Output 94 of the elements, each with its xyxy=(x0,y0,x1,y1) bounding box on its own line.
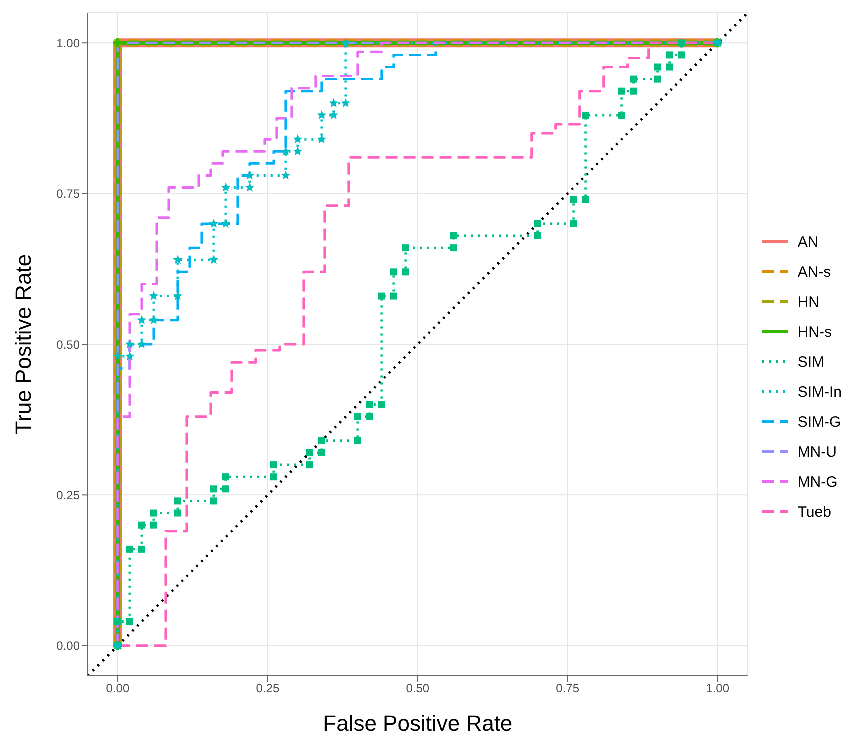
point xyxy=(113,352,123,361)
point xyxy=(281,146,291,156)
point xyxy=(210,486,218,493)
point xyxy=(173,255,183,264)
x-tick-label: 0.50 xyxy=(406,682,430,696)
legend-label: SIM xyxy=(798,354,824,370)
point xyxy=(678,40,686,47)
point xyxy=(582,112,590,119)
point xyxy=(149,315,159,324)
point xyxy=(137,315,147,324)
point xyxy=(318,437,326,444)
point xyxy=(329,98,339,108)
legend-label: HN xyxy=(798,294,820,310)
legend-label: AN xyxy=(798,234,819,250)
point xyxy=(534,220,542,228)
legend-label: MN-G xyxy=(798,474,838,490)
point xyxy=(293,146,303,156)
point xyxy=(222,474,230,481)
y-tick-label: 1.00 xyxy=(56,36,80,50)
point xyxy=(137,340,147,349)
point xyxy=(293,134,303,144)
point xyxy=(390,268,398,276)
point xyxy=(318,449,326,456)
point xyxy=(222,486,230,493)
legend-label: Tueb xyxy=(798,504,832,520)
point xyxy=(306,462,314,469)
point xyxy=(630,88,638,95)
point xyxy=(270,474,278,481)
point xyxy=(245,182,255,192)
point xyxy=(125,340,135,349)
point xyxy=(114,618,122,626)
point xyxy=(150,522,158,529)
point xyxy=(341,98,351,108)
point xyxy=(329,110,339,120)
point xyxy=(270,462,278,469)
point xyxy=(450,232,458,240)
point xyxy=(210,498,218,505)
point xyxy=(221,218,231,228)
point xyxy=(126,618,134,626)
point xyxy=(390,292,398,300)
point xyxy=(317,134,327,144)
point xyxy=(654,64,662,71)
y-tick-label: 0.00 xyxy=(56,639,80,654)
point xyxy=(126,546,134,553)
point xyxy=(618,112,626,119)
point xyxy=(570,220,578,228)
point xyxy=(221,182,231,192)
point xyxy=(630,76,638,83)
point xyxy=(341,38,351,48)
y-tick-label: 0.75 xyxy=(56,187,80,202)
point xyxy=(570,196,578,204)
point xyxy=(209,218,219,228)
point xyxy=(173,291,183,300)
legend-label: MN-U xyxy=(798,444,837,460)
point xyxy=(666,52,674,59)
x-tick-label: 0.25 xyxy=(256,682,280,696)
y-tick-label: 0.50 xyxy=(56,338,80,352)
y-axis-title: True Positive Rate xyxy=(10,254,36,435)
y-tick-label: 0.25 xyxy=(56,488,80,502)
point xyxy=(366,413,374,420)
point xyxy=(378,292,386,300)
point xyxy=(366,401,374,408)
point xyxy=(582,196,590,204)
point xyxy=(125,352,135,361)
legend-label: SIM-G xyxy=(798,414,842,430)
legend-label: SIM-In xyxy=(798,384,842,400)
point xyxy=(138,522,146,529)
point xyxy=(654,76,662,83)
point xyxy=(402,244,410,252)
point xyxy=(245,170,255,180)
point xyxy=(678,52,686,59)
point xyxy=(149,291,159,300)
point xyxy=(150,510,158,517)
x-tick-label: 0.00 xyxy=(106,682,130,696)
point xyxy=(378,401,386,408)
x-tick-label: 1.00 xyxy=(706,682,730,696)
point xyxy=(534,232,542,240)
point xyxy=(317,110,327,120)
x-axis-title: False Positive Rate xyxy=(323,711,513,736)
point xyxy=(450,244,458,252)
point xyxy=(174,510,182,517)
point xyxy=(354,437,362,444)
x-tick-label: 0.75 xyxy=(556,682,580,696)
legend-label: HN-s xyxy=(798,324,832,340)
point xyxy=(354,413,362,420)
point xyxy=(306,449,314,456)
point xyxy=(281,170,291,180)
point xyxy=(174,498,182,505)
point xyxy=(138,546,146,553)
point xyxy=(402,268,410,276)
point xyxy=(209,255,219,264)
point xyxy=(666,64,674,71)
legend-label: AN-s xyxy=(798,264,832,280)
point xyxy=(618,88,626,95)
